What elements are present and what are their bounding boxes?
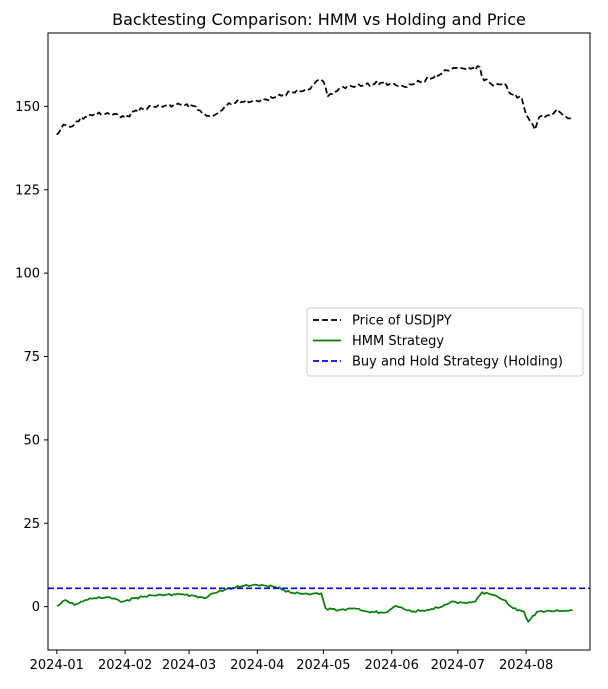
y-tick-label: 100 <box>15 267 40 282</box>
legend-box <box>306 307 584 377</box>
legend-label: Buy and Hold Strategy (Holding) <box>352 355 563 370</box>
legend-label: Price of USDJPY <box>352 314 452 329</box>
y-tick-label: 125 <box>15 183 40 198</box>
x-tick-label: 2024-05 <box>296 658 350 673</box>
series-hmm-strategy <box>56 583 573 623</box>
y-tick-label: 25 <box>23 517 40 532</box>
plot-series <box>48 65 590 623</box>
x-tick-label: 2024-08 <box>499 658 553 673</box>
x-tick-label: 2024-01 <box>30 658 84 673</box>
y-tick-label: 75 <box>23 350 40 365</box>
plot-axes: 0 25 50 75 100 125 150 2024-01 2024-02 2024-03 202… <box>15 32 591 673</box>
chart-title: Backtesting Comparison: HMM vs Holding a… <box>112 10 526 29</box>
x-tick-label: 2024-06 <box>365 658 419 673</box>
series-price-of-usdjpy <box>56 65 573 136</box>
y-tick-label: 0 <box>32 600 40 615</box>
y-tick-label: 50 <box>23 433 40 448</box>
plot-frame <box>47 32 591 651</box>
legend: Price of USDJPY HMM Strategy Buy and Hold … <box>306 307 584 377</box>
legend-label: HMM Strategy <box>352 334 444 349</box>
x-tick-label: 2024-02 <box>98 658 152 673</box>
y-tick-label: 150 <box>15 100 40 115</box>
x-tick-label: 2024-04 <box>230 658 284 673</box>
x-tick-label: 2024-03 <box>162 658 216 673</box>
x-tick-label: 2024-07 <box>431 658 485 673</box>
